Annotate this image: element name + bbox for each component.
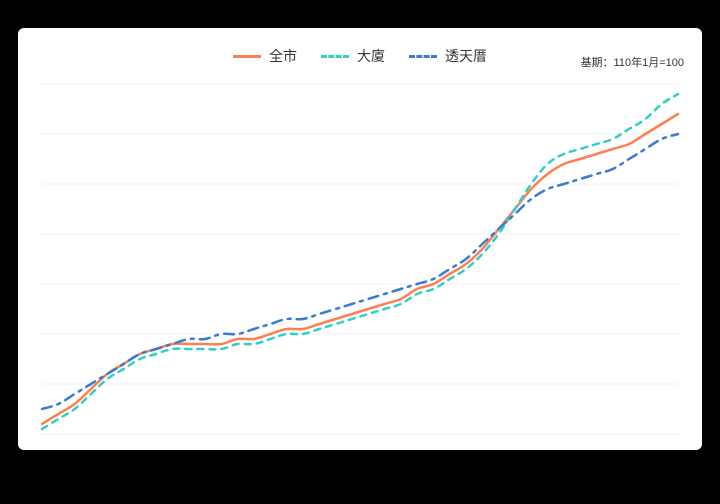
outer-frame: 全市 大廈 透天厝 基期：110年1月=100 (0, 0, 720, 504)
chart-panel: 全市 大廈 透天厝 基期：110年1月=100 (18, 28, 702, 450)
line-chart-svg (18, 28, 702, 450)
